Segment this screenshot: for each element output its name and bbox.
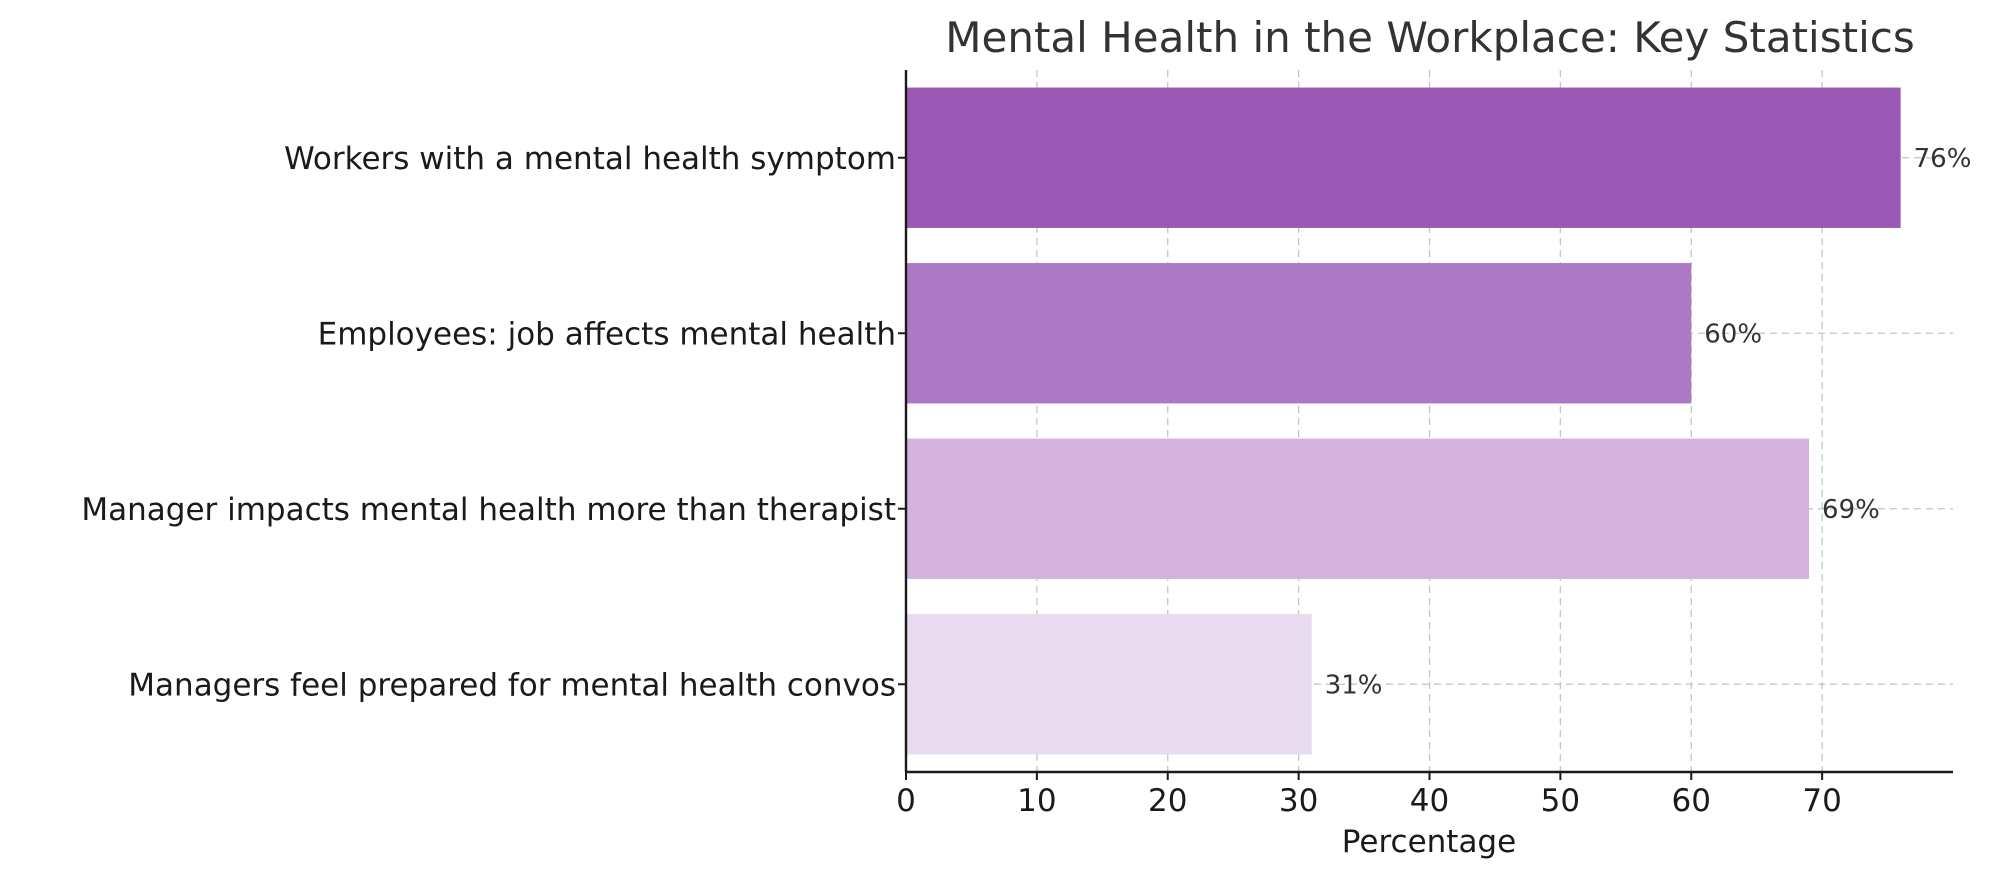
chart-title: Mental Health in the Workplace: Key Stat…	[945, 13, 1914, 62]
data-label: 76%	[1914, 144, 1972, 174]
category-label: Manager impacts mental health more than …	[81, 492, 896, 528]
bars	[906, 87, 1901, 755]
bar	[906, 614, 1312, 755]
category-label: Managers feel prepared for mental health…	[128, 667, 896, 703]
x-axis-title: Percentage	[1342, 824, 1516, 860]
x-tick-label: 70	[1802, 783, 1841, 819]
data-label: 69%	[1822, 495, 1880, 525]
x-tick-label: 40	[1410, 783, 1449, 819]
data-label: 31%	[1325, 670, 1383, 700]
category-labels: Workers with a mental health symptom Empl…	[81, 141, 906, 703]
x-tick-label: 0	[896, 783, 916, 819]
value-labels: 76% 60% 69% 31%	[1325, 144, 1972, 701]
x-tick-label: 30	[1279, 783, 1318, 819]
bar	[906, 438, 1810, 579]
x-tick-label: 60	[1672, 783, 1711, 819]
x-ticks: 0 10 20 30 40 50 60 70	[896, 772, 1842, 819]
bar	[906, 87, 1901, 228]
x-tick-label: 50	[1541, 783, 1580, 819]
bar	[906, 263, 1692, 404]
data-label: 60%	[1704, 319, 1762, 349]
category-label: Employees: job affects mental health	[318, 316, 896, 352]
category-label: Workers with a mental health symptom	[284, 141, 896, 177]
x-tick-label: 10	[1017, 783, 1056, 819]
x-tick-label: 20	[1148, 783, 1187, 819]
